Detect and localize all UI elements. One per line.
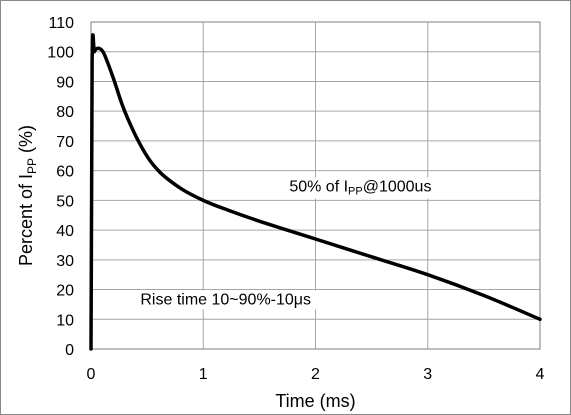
y-axis-title-subscript: PP bbox=[25, 158, 39, 174]
annotation-background-1 bbox=[134, 290, 318, 310]
y-tick-label-30: 30 bbox=[56, 253, 74, 270]
y-tick-label-60: 60 bbox=[56, 164, 74, 181]
y-axis-title-prefix: Percent of I bbox=[16, 174, 36, 266]
annotation-background-0 bbox=[283, 177, 438, 199]
annotation-text-0: 50% of IPP@1000us bbox=[289, 179, 431, 198]
x-tick-label-3: 3 bbox=[423, 366, 432, 383]
annotation-0: 50% of IPP@1000us bbox=[283, 177, 438, 199]
y-tick-labels: 0 10 20 30 40 50 60 70 80 90 100 110 bbox=[47, 15, 74, 359]
x-tick-label-4: 4 bbox=[536, 366, 545, 383]
x-axis-title: Time (ms) bbox=[275, 391, 355, 411]
y-tick-label-20: 20 bbox=[56, 283, 74, 300]
annotations: 50% of IPP@1000us Rise time 10~90%-10μs bbox=[134, 177, 438, 310]
annotation-0-part-1: PP bbox=[348, 186, 363, 198]
annotation-0-part-0: 50% of I bbox=[289, 179, 348, 196]
series bbox=[89, 33, 542, 351]
y-axis-title-suffix: (%) bbox=[16, 125, 36, 158]
y-tick-label-90: 90 bbox=[56, 74, 74, 91]
annotation-1-part-2: s bbox=[303, 291, 311, 308]
y-tick-label-70: 70 bbox=[56, 134, 74, 151]
x-tick-label-1: 1 bbox=[199, 366, 208, 383]
y-axis-title: Percent of IPP (%) bbox=[16, 125, 39, 266]
y-tick-label-40: 40 bbox=[56, 223, 74, 240]
annotation-1-part-1: μ bbox=[294, 291, 303, 308]
series-line-0 bbox=[89, 33, 542, 351]
x-tick-labels: 0 1 2 3 4 bbox=[87, 366, 545, 383]
x-tick-label-2: 2 bbox=[311, 366, 320, 383]
annotation-text-1: Rise time 10~90%-10μs bbox=[140, 291, 311, 308]
x-tick-label-0: 0 bbox=[87, 366, 96, 383]
y-tick-label-100: 100 bbox=[47, 45, 74, 62]
y-tick-label-110: 110 bbox=[48, 15, 74, 32]
y-tick-label-0: 0 bbox=[65, 342, 74, 359]
y-tick-label-80: 80 bbox=[56, 104, 74, 121]
y-tick-label-10: 10 bbox=[56, 312, 74, 329]
annotation-1: Rise time 10~90%-10μs bbox=[134, 290, 318, 310]
annotation-0-part-2: @1000us bbox=[363, 179, 432, 196]
annotation-1-part-0: Rise time 10~90%-10 bbox=[140, 291, 294, 308]
y-tick-label-50: 50 bbox=[56, 193, 74, 210]
